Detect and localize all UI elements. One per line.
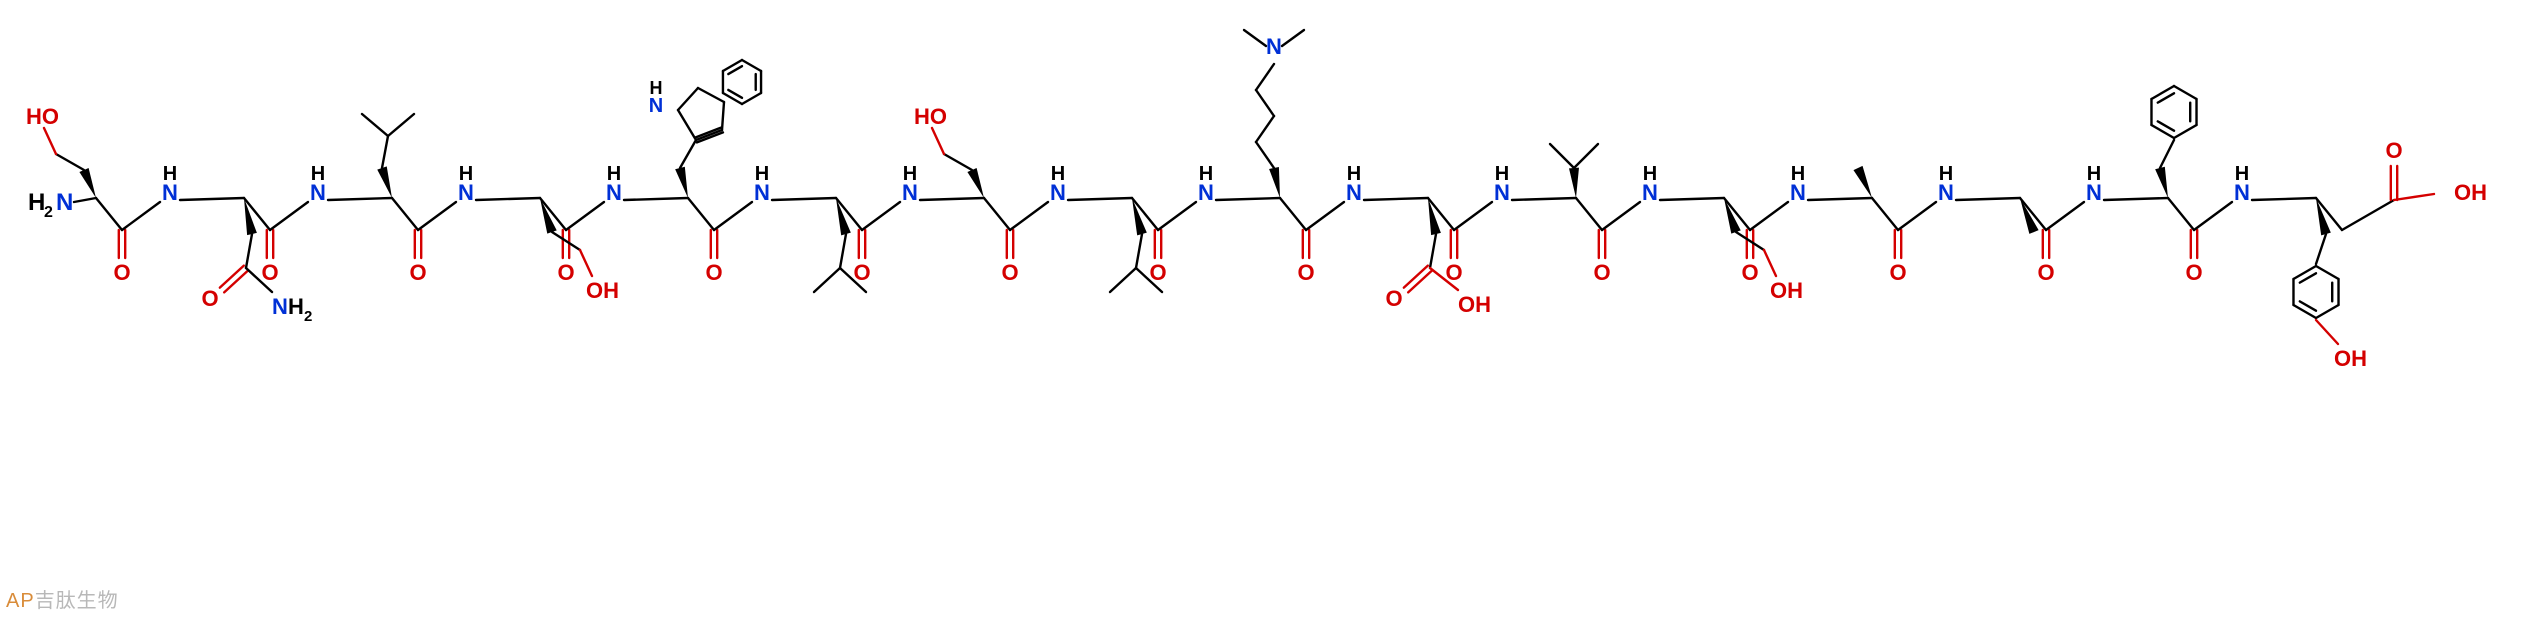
watermark-suffix: 吉肽生物 bbox=[35, 590, 119, 612]
svg-text:O: O bbox=[2185, 260, 2202, 285]
svg-text:OH: OH bbox=[2334, 346, 2367, 371]
svg-text:O: O bbox=[201, 286, 218, 311]
svg-text:N: N bbox=[1266, 34, 1282, 59]
svg-text:H: H bbox=[1939, 163, 1953, 185]
molecule-drawing: H2NONHONHONHONHONHONHONHONHONHONHONHONHO… bbox=[0, 0, 2537, 617]
svg-text:OH: OH bbox=[2454, 180, 2487, 205]
svg-text:H: H bbox=[650, 78, 663, 98]
svg-text:2: 2 bbox=[304, 308, 312, 325]
svg-text:H: H bbox=[311, 163, 325, 185]
svg-text:O: O bbox=[1001, 260, 1018, 285]
svg-text:H: H bbox=[1791, 163, 1805, 185]
svg-text:N: N bbox=[649, 95, 663, 117]
svg-text:H: H bbox=[1495, 163, 1509, 185]
svg-text:O: O bbox=[2037, 260, 2054, 285]
svg-text:H: H bbox=[288, 294, 304, 319]
svg-text:HO: HO bbox=[914, 104, 947, 129]
svg-text:H: H bbox=[1643, 163, 1657, 185]
svg-text:O: O bbox=[705, 260, 722, 285]
svg-text:O: O bbox=[113, 260, 130, 285]
svg-text:OH: OH bbox=[586, 278, 619, 303]
svg-text:HO: HO bbox=[26, 104, 59, 129]
svg-text:O: O bbox=[261, 260, 278, 285]
svg-text:2: 2 bbox=[44, 204, 53, 221]
svg-text:H: H bbox=[1347, 163, 1361, 185]
svg-text:O: O bbox=[1297, 260, 1314, 285]
svg-text:N: N bbox=[272, 294, 288, 319]
svg-text:O: O bbox=[1385, 286, 1402, 311]
svg-text:H: H bbox=[2087, 163, 2101, 185]
svg-text:OH: OH bbox=[1770, 278, 1803, 303]
svg-text:H: H bbox=[459, 163, 473, 185]
svg-text:O: O bbox=[1889, 260, 1906, 285]
svg-text:O: O bbox=[1593, 260, 1610, 285]
svg-text:OH: OH bbox=[1458, 292, 1491, 317]
svg-text:O: O bbox=[557, 260, 574, 285]
svg-text:H: H bbox=[1199, 163, 1213, 185]
svg-text:H: H bbox=[607, 163, 621, 185]
svg-text:H: H bbox=[163, 163, 177, 185]
watermark-prefix: AP bbox=[6, 590, 35, 612]
svg-text:O: O bbox=[1741, 260, 1758, 285]
watermark: AP吉肽生物 bbox=[6, 584, 119, 613]
svg-text:H: H bbox=[28, 189, 45, 216]
svg-text:H: H bbox=[1051, 163, 1065, 185]
svg-text:O: O bbox=[2385, 138, 2402, 163]
svg-text:N: N bbox=[56, 189, 73, 216]
svg-text:H: H bbox=[2235, 163, 2249, 185]
svg-text:H: H bbox=[903, 163, 917, 185]
svg-text:O: O bbox=[409, 260, 426, 285]
svg-text:H: H bbox=[755, 163, 769, 185]
